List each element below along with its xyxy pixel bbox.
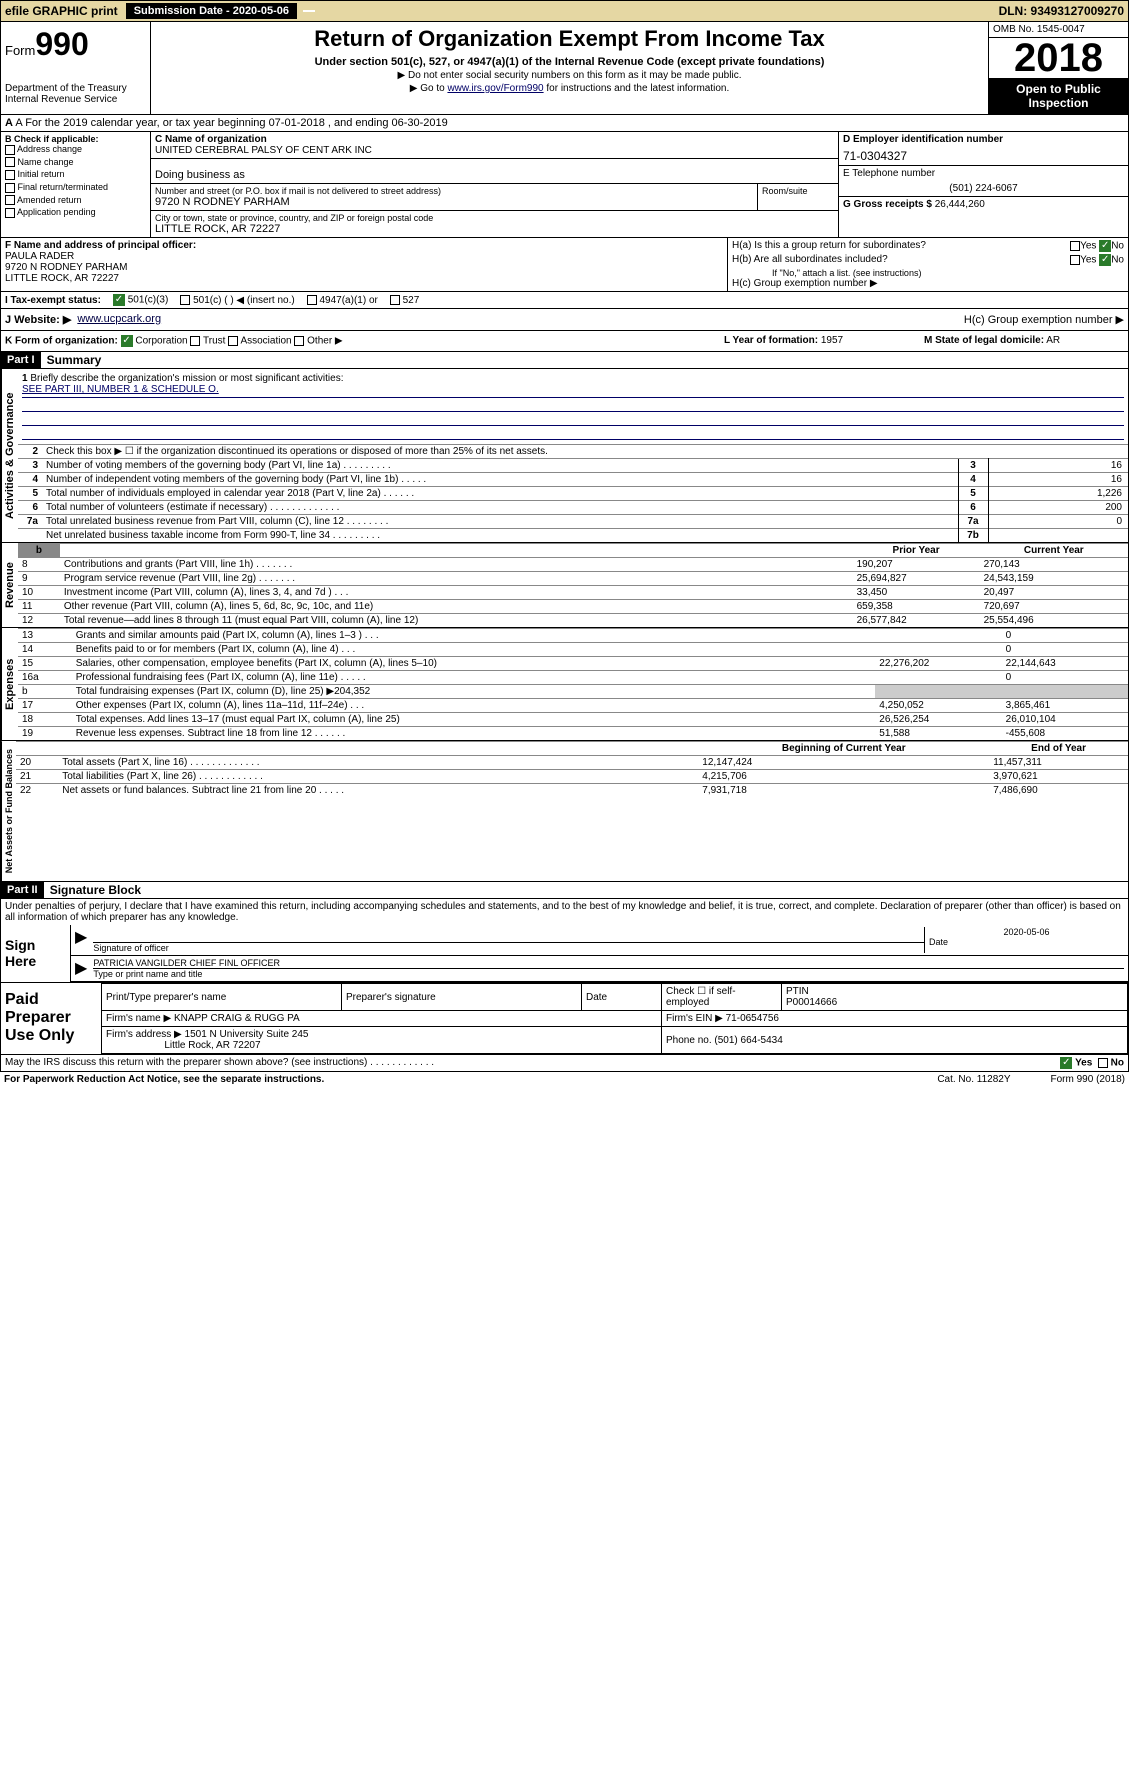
chk-assoc[interactable]	[228, 336, 238, 346]
submission-date-btn[interactable]: Submission Date - 2020-05-06	[126, 3, 297, 19]
line1-desc: Briefly describe the organization's miss…	[30, 373, 343, 384]
dept-treasury: Department of the Treasury Internal Reve…	[5, 83, 146, 105]
note-ssn: ▶ Do not enter social security numbers o…	[155, 70, 984, 81]
dln-label: DLN: 93493127009270	[999, 4, 1124, 18]
chk-application[interactable]: Application pending	[5, 207, 146, 218]
firm-ein: 71-0654756	[726, 1013, 779, 1024]
form-ref: Form 990 (2018)	[1051, 1074, 1125, 1085]
chk-trust[interactable]	[190, 336, 200, 346]
officer-addr1: 9720 N RODNEY PARHAM	[5, 262, 127, 273]
hb-label: H(b) Are all subordinates included?	[732, 254, 1070, 266]
chk-name[interactable]: Name change	[5, 157, 146, 168]
ein-value: 71-0304327	[843, 149, 1124, 163]
part1-header: Part I Summary	[0, 352, 1129, 369]
chk-other[interactable]	[294, 336, 304, 346]
paid-preparer-section: Paid Preparer Use Only Print/Type prepar…	[0, 983, 1129, 1055]
hb-note: If "No," attach a list. (see instruction…	[732, 268, 1124, 278]
section-fh: F Name and address of principal officer:…	[0, 238, 1129, 292]
chk-corp[interactable]: ✓	[121, 335, 133, 347]
declaration-text: Under penalties of perjury, I declare th…	[1, 899, 1128, 925]
activities-governance: Activities & Governance 1 Briefly descri…	[0, 369, 1129, 543]
hc-label: H(c) Group exemption number ▶	[732, 278, 1124, 289]
sign-here-label: Sign Here	[1, 925, 71, 982]
website-link[interactable]: www.ucpcark.org	[77, 313, 161, 326]
ptin-value: P00014666	[786, 997, 837, 1008]
netassets-section: Net Assets or Fund Balances Beginning of…	[0, 741, 1129, 882]
submission-arrow	[303, 10, 315, 12]
signature-section: Under penalties of perjury, I declare th…	[0, 899, 1129, 983]
form-header: Form990 Department of the Treasury Inter…	[0, 22, 1129, 115]
tel-value: (501) 224-6067	[843, 183, 1124, 194]
vert-activities: Activities & Governance	[1, 369, 18, 542]
vert-revenue: Revenue	[1, 543, 18, 627]
section-klm: K Form of organization: ✓ Corporation Tr…	[0, 331, 1129, 352]
top-bar: efile GRAPHIC print Submission Date - 20…	[0, 0, 1129, 22]
date-header: Date	[582, 984, 662, 1011]
chk-501c3[interactable]: ✓	[113, 294, 125, 306]
f-label: F Name and address of principal officer:	[5, 240, 196, 251]
cat-no: Cat. No. 11282Y	[937, 1074, 1010, 1085]
city-label: City or town, state or province, country…	[155, 213, 834, 223]
city-value: LITTLE ROCK, AR 72227	[155, 223, 834, 235]
preparer-sig-header: Preparer's signature	[342, 984, 582, 1011]
chk-address[interactable]: Address change	[5, 144, 146, 155]
vert-expenses: Expenses	[1, 628, 18, 740]
officer-addr2: LITTLE ROCK, AR 72227	[5, 273, 119, 284]
b-label: B Check if applicable:	[5, 134, 146, 144]
form-subtitle: Under section 501(c), 527, or 4947(a)(1)…	[155, 56, 984, 68]
street-value: 9720 N RODNEY PARHAM	[155, 196, 753, 208]
chk-initial[interactable]: Initial return	[5, 169, 146, 180]
section-j: J Website: ▶ www.ucpcark.org H(c) Group …	[0, 309, 1129, 331]
hc-label2: H(c) Group exemption number ▶	[964, 313, 1124, 326]
org-name: UNITED CEREBRAL PALSY OF CENT ARK INC	[155, 145, 834, 156]
self-employed-check[interactable]: Check ☐ if self-employed	[662, 984, 782, 1011]
chk-final[interactable]: Final return/terminated	[5, 182, 146, 193]
form-number: Form990	[5, 26, 146, 63]
chk-501c[interactable]	[180, 295, 190, 305]
revenue-section: Revenue bPrior YearCurrent Year 8Contrib…	[0, 543, 1129, 628]
firm-phone: (501) 664-5434	[714, 1035, 782, 1046]
discuss-row: May the IRS discuss this return with the…	[0, 1055, 1129, 1072]
c-name-label: C Name of organization	[155, 134, 834, 145]
form-title: Return of Organization Exempt From Incom…	[155, 26, 984, 52]
pra-notice: For Paperwork Reduction Act Notice, see …	[4, 1074, 324, 1085]
paid-label: Paid Preparer Use Only	[1, 983, 101, 1054]
discuss-yes[interactable]: ✓	[1060, 1057, 1072, 1069]
tax-year: 2018	[989, 38, 1128, 78]
firm-name: KNAPP CRAIG & RUGG PA	[174, 1013, 300, 1024]
vert-netassets: Net Assets or Fund Balances	[1, 741, 16, 881]
mission-text: SEE PART III, NUMBER 1 & SCHEDULE O.	[22, 384, 1124, 398]
chk-amended[interactable]: Amended return	[5, 195, 146, 206]
ha-label: H(a) Is this a group return for subordin…	[732, 240, 1070, 252]
irs-link[interactable]: www.irs.gov/Form990	[447, 83, 543, 94]
part2-header: Part II Signature Block	[0, 882, 1129, 899]
dba-label: Doing business as	[151, 159, 838, 184]
section-i: I Tax-exempt status: ✓ 501(c)(3) 501(c) …	[0, 292, 1129, 309]
open-public-badge: Open to Public Inspection	[989, 78, 1128, 114]
note-goto: ▶ Go to www.irs.gov/Form990 for instruct…	[155, 83, 984, 94]
firm-addr2: Little Rock, AR 72207	[164, 1040, 260, 1051]
officer-name: PAULA RADER	[5, 251, 74, 262]
efile-label: efile GRAPHIC print	[5, 4, 118, 18]
firm-addr1: 1501 N University Suite 245	[185, 1029, 309, 1040]
expenses-section: Expenses 13Grants and similar amounts pa…	[0, 628, 1129, 741]
street-label: Number and street (or P.O. box if mail i…	[155, 186, 753, 196]
gross-receipts: G Gross receipts $ 26,444,260	[839, 197, 1128, 212]
section-bcd: B Check if applicable: Address change Na…	[0, 132, 1129, 238]
room-label: Room/suite	[758, 184, 838, 210]
preparer-name-header: Print/Type preparer's name	[102, 984, 342, 1011]
chk-4947[interactable]	[307, 295, 317, 305]
line-a: A A For the 2019 calendar year, or tax y…	[0, 115, 1129, 132]
discuss-no[interactable]	[1098, 1058, 1108, 1068]
chk-527[interactable]	[390, 295, 400, 305]
tel-label: E Telephone number	[843, 168, 1124, 179]
ein-label: D Employer identification number	[843, 134, 1003, 145]
footer: For Paperwork Reduction Act Notice, see …	[0, 1072, 1129, 1087]
